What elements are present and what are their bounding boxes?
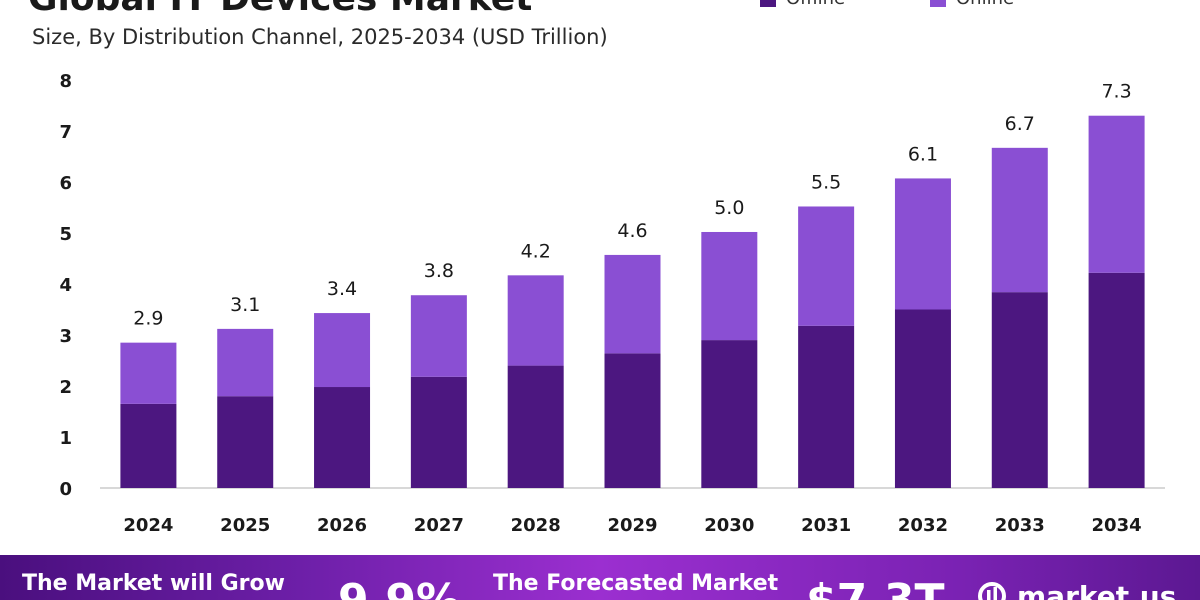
legend-item-online: Online xyxy=(930,0,1014,9)
bar-offline-2031 xyxy=(798,325,855,488)
x-tick-label-2027: 2027 xyxy=(414,515,464,536)
bar-offline-2026 xyxy=(314,387,371,488)
bar-online-2033 xyxy=(991,147,1048,293)
y-tick-label: 8 xyxy=(59,71,72,92)
bar-total-label-2029: 4.6 xyxy=(617,220,647,242)
chart-title: Global IT Devices Market xyxy=(28,0,532,19)
y-tick-label: 2 xyxy=(59,377,72,398)
bar-total-label-2026: 3.4 xyxy=(327,278,357,300)
bar-offline-2030 xyxy=(701,340,758,488)
y-tick-label: 4 xyxy=(59,275,72,296)
y-tick-label: 0 xyxy=(59,479,72,500)
brand-logo-icon xyxy=(978,582,1006,600)
x-tick-label-2032: 2032 xyxy=(898,515,948,536)
banner-forecast-value: $7.3T xyxy=(806,575,945,600)
brand-logo-text: market.us xyxy=(1017,579,1177,600)
summary-banner: The Market will Grow 9.9% The Forecasted… xyxy=(0,555,1200,600)
legend-label-offline: Offline xyxy=(786,0,845,9)
bar-offline-2034 xyxy=(1088,272,1145,488)
bar-offline-2029 xyxy=(604,353,661,488)
bar-online-2031 xyxy=(798,206,855,326)
x-tick-label-2033: 2033 xyxy=(995,515,1045,536)
legend-swatch-online xyxy=(930,0,946,7)
banner-grow-text: The Market will Grow xyxy=(22,571,285,596)
x-tick-label-2034: 2034 xyxy=(1092,515,1142,536)
bar-total-label-2032: 6.1 xyxy=(908,143,938,165)
x-tick-label-2031: 2031 xyxy=(801,515,851,536)
bar-total-label-2024: 2.9 xyxy=(133,308,163,330)
bar-online-2028 xyxy=(507,275,564,366)
bar-chart: 0 1 2 3 4 5 6 7 8 2.9 2024 3.1 2025 3.4 2026 3.8 2027 4.2… xyxy=(59,71,1165,536)
x-tick-label-2026: 2026 xyxy=(317,515,367,536)
banner-cagr-value: 9.9% xyxy=(338,575,460,600)
bar-offline-2027 xyxy=(410,376,467,488)
x-tick-label-2025: 2025 xyxy=(220,515,270,536)
bar-online-2024 xyxy=(120,342,177,404)
legend-swatch-offline xyxy=(760,0,776,7)
bar-offline-2025 xyxy=(217,396,274,488)
bar-offline-2033 xyxy=(991,292,1048,488)
x-tick-label-2030: 2030 xyxy=(704,515,754,536)
bar-online-2032 xyxy=(894,178,951,310)
bar-total-label-2028: 4.2 xyxy=(521,240,551,262)
y-tick-label: 5 xyxy=(59,224,72,245)
bar-online-2030 xyxy=(701,231,758,341)
y-tick-label: 6 xyxy=(59,173,72,194)
bar-total-label-2034: 7.3 xyxy=(1101,81,1131,103)
bar-online-2029 xyxy=(604,254,661,354)
y-tick-label: 7 xyxy=(59,122,72,143)
x-tick-label-2028: 2028 xyxy=(511,515,561,536)
bar-total-label-2025: 3.1 xyxy=(230,294,260,316)
brand-logo: market.us xyxy=(975,579,1176,600)
x-tick-label-2029: 2029 xyxy=(607,515,657,536)
bar-online-2026 xyxy=(314,313,371,388)
bar-offline-2024 xyxy=(120,403,177,488)
x-tick-label-2024: 2024 xyxy=(123,515,173,536)
bar-offline-2028 xyxy=(507,365,564,488)
y-tick-label: 3 xyxy=(59,326,72,347)
legend-label-online: Online xyxy=(956,0,1014,9)
legend-item-offline: Offline xyxy=(760,0,845,9)
bar-total-label-2027: 3.8 xyxy=(424,260,454,282)
chart-subtitle: Size, By Distribution Channel, 2025-2034… xyxy=(32,25,608,49)
bar-total-label-2030: 5.0 xyxy=(714,197,744,219)
bar-online-2034 xyxy=(1088,115,1145,273)
bar-online-2025 xyxy=(217,328,274,397)
bar-online-2027 xyxy=(410,295,467,377)
bar-total-label-2033: 6.7 xyxy=(1005,113,1035,135)
bar-offline-2032 xyxy=(894,309,951,488)
y-tick-label: 1 xyxy=(59,428,72,449)
bar-total-label-2031: 5.5 xyxy=(811,171,841,193)
banner-forecast-text: The Forecasted Market xyxy=(493,571,779,596)
